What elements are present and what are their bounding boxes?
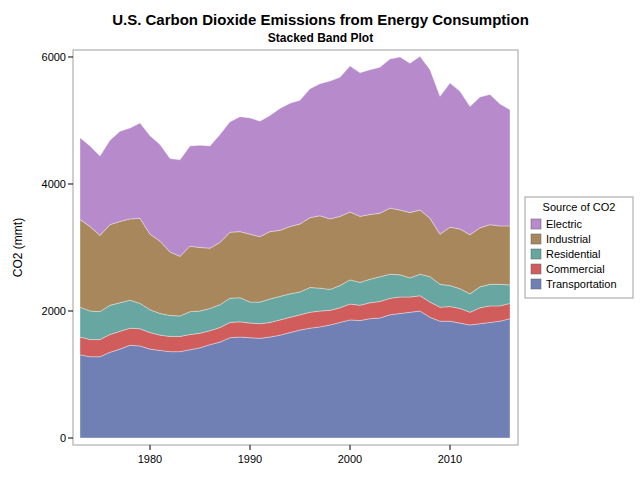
area-band [80,56,510,256]
legend-label: Electric [546,218,583,230]
y-tick-label: 4000 [42,178,66,190]
subtitle: Stacked Band Plot [268,31,373,45]
legend-swatch [531,279,541,289]
x-tick [450,445,451,450]
y-axis-label: CO2 (mmt) [11,218,25,277]
legend-label: Commercial [546,263,605,275]
y-tick-label: 2000 [42,305,66,317]
chart-root: U.S. Carbon Dioxide Emissions from Energ… [0,0,640,480]
legend-label: Residential [546,248,600,260]
legend-box [525,197,633,298]
legend-swatch [531,234,541,244]
x-tick [350,445,351,450]
y-tick [68,183,73,184]
x-tick [150,445,151,450]
x-tick-label: 1980 [138,453,162,465]
legend-title: Source of CO2 [543,201,616,213]
legend-swatch [531,249,541,259]
y-tick [68,56,73,57]
x-tick-label: 1990 [238,453,262,465]
x-tick-label: 2000 [338,453,362,465]
x-tick [250,445,251,450]
legend-swatch [531,264,541,274]
x-tick-label: 2010 [438,453,462,465]
legend-swatch [531,219,541,229]
areas [80,56,510,438]
y-tick [68,438,73,439]
legend-label: Industrial [546,233,591,245]
y-tick-label: 0 [60,432,66,444]
y-tick [68,311,73,312]
plot-frame [73,50,518,445]
legend-label: Transportation [546,278,617,290]
title: U.S. Carbon Dioxide Emissions from Energ… [112,11,529,28]
chart-svg: U.S. Carbon Dioxide Emissions from Energ… [0,0,640,480]
y-tick-label: 6000 [42,51,66,63]
background [0,0,640,480]
